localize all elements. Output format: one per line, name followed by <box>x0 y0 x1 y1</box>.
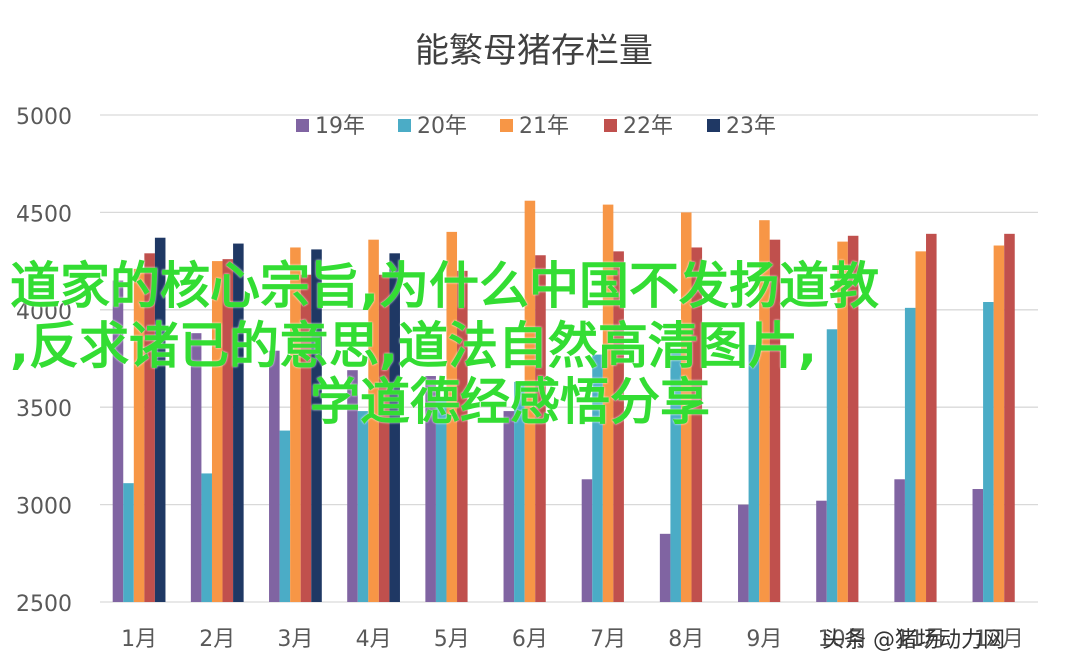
bar <box>457 270 468 602</box>
y-tick-label: 2500 <box>16 592 72 617</box>
overlay-text-line-2: ,反求诸已的意思,道法自然高清图片, <box>10 317 817 375</box>
bar <box>738 504 749 602</box>
bar <box>659 533 671 602</box>
bar <box>222 259 234 602</box>
legend-swatch <box>707 119 720 132</box>
x-tick-label: 7月 <box>590 627 626 652</box>
bar <box>233 243 244 602</box>
x-tick-label: 8月 <box>668 627 704 652</box>
bar <box>680 212 692 602</box>
bars <box>112 200 1015 603</box>
legend-label: 20年 <box>417 114 467 139</box>
bar <box>112 280 124 602</box>
bar <box>347 370 358 602</box>
x-tick-label: 2月 <box>199 627 235 652</box>
bar <box>1004 233 1015 602</box>
legend-label: 21年 <box>519 114 569 139</box>
bar <box>972 489 984 602</box>
x-tick-label: 3月 <box>277 627 313 652</box>
bar <box>826 329 838 602</box>
overlay-text-line-1: 道家的核心宗旨,为什么中国不发扬道教 <box>10 257 879 315</box>
bar <box>904 307 916 602</box>
bar <box>311 249 322 603</box>
watermark: 头条 @猪场动力网 <box>822 628 1005 653</box>
x-tick-label: 4月 <box>356 627 392 652</box>
bar <box>915 251 927 603</box>
bar <box>211 261 223 602</box>
chart-title: 能繁母猪存栏量 <box>415 31 653 71</box>
x-tick-label: 1月 <box>121 627 157 652</box>
legend-label: 19年 <box>315 114 365 139</box>
bar <box>670 348 681 602</box>
bar <box>514 381 525 602</box>
bar <box>847 235 859 602</box>
gridlines <box>100 114 1038 603</box>
bar <box>279 430 291 602</box>
bar <box>748 344 760 602</box>
y-tick-label: 5000 <box>16 105 72 130</box>
bar <box>837 241 848 602</box>
bar <box>613 251 624 603</box>
legend-swatch <box>296 119 309 132</box>
bar <box>144 253 155 603</box>
y-axis: 2500 3000 3500 4000 4500 5000 <box>16 105 72 617</box>
bar <box>602 204 614 602</box>
x-tick-label: 12月 <box>974 627 1024 652</box>
y-tick-label: 3500 <box>16 397 72 422</box>
legend-swatch <box>500 119 513 132</box>
bar <box>435 397 447 602</box>
bar <box>503 411 515 602</box>
bar <box>691 247 703 603</box>
y-tick-label: 4500 <box>16 202 72 227</box>
bar <box>993 245 1005 603</box>
bar <box>389 253 400 603</box>
bar <box>592 354 603 602</box>
legend-label: 23年 <box>726 114 776 139</box>
bar <box>524 200 536 602</box>
bar <box>983 302 994 602</box>
bar <box>425 376 436 602</box>
bar <box>581 479 593 602</box>
bar <box>446 231 458 602</box>
x-tick-label: 6月 <box>512 627 548 652</box>
x-tick-label: 10月 <box>818 627 868 652</box>
bar <box>133 268 145 602</box>
y-tick-label: 4000 <box>16 300 72 325</box>
bar <box>759 220 770 602</box>
bar <box>357 411 369 602</box>
legend-swatch <box>604 119 617 132</box>
bar <box>816 500 827 602</box>
bar <box>378 274 390 602</box>
bar <box>190 333 202 602</box>
bar <box>290 247 301 603</box>
bar <box>535 255 546 603</box>
legend-swatch <box>398 119 411 132</box>
bar <box>769 239 781 602</box>
x-tick-label: 11月 <box>896 627 946 652</box>
bar <box>300 274 312 602</box>
bar <box>154 237 166 602</box>
bar <box>894 479 905 602</box>
bar <box>926 233 937 602</box>
overlay-text-line-3: 学道德经感悟分享 <box>310 373 710 431</box>
x-axis: 1月 2月 3月 4月 5月 6月 7月 8月 9月 10月 11月 12月 <box>121 627 1024 652</box>
y-tick-label: 3000 <box>16 495 72 520</box>
bar <box>123 483 134 602</box>
bar <box>269 350 280 602</box>
legend: 19年 20年 21年 22年 23年 <box>296 114 776 139</box>
legend-label: 22年 <box>623 114 673 139</box>
bar <box>201 473 212 602</box>
x-tick-label: 9月 <box>746 627 782 652</box>
bar <box>368 239 379 602</box>
x-tick-label: 5月 <box>434 627 470 652</box>
